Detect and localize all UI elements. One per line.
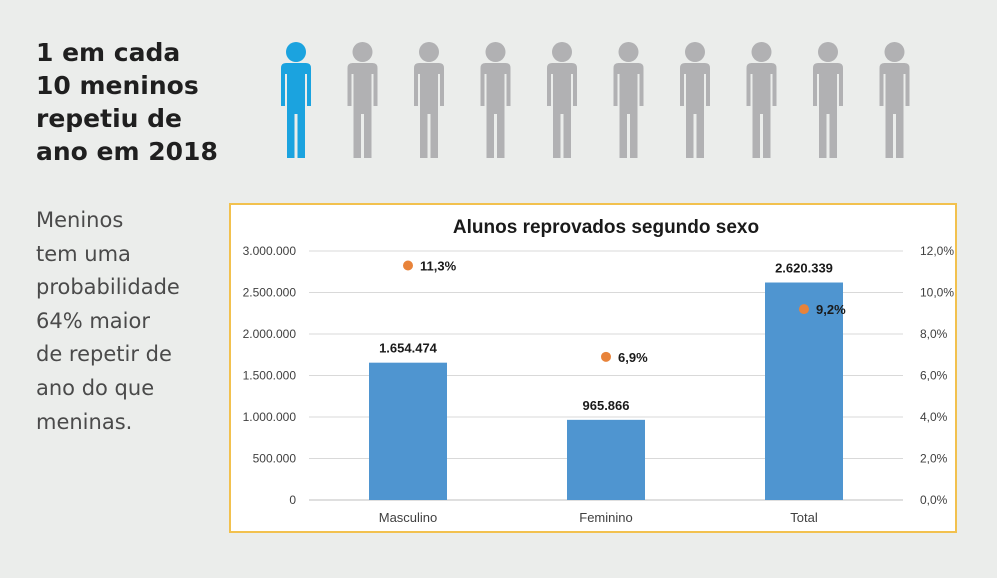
y-right-tick-label: 4,0% [920, 410, 948, 424]
headline-line: ano em 2018 [36, 137, 218, 166]
y-left-tick-label: 2.500.000 [243, 286, 297, 300]
side-text-line: probabilidade [36, 275, 180, 300]
y-right-tick-label: 12,0% [920, 244, 954, 258]
bar [369, 362, 447, 500]
y-left-tick-label: 3.000.000 [243, 244, 297, 258]
y-left-tick-label: 2.000.000 [243, 327, 297, 341]
side-text-line: de repetir de [36, 342, 172, 367]
y-right-tick-label: 10,0% [920, 286, 954, 300]
y-right-tick-label: 8,0% [920, 327, 948, 341]
person-icon [547, 42, 577, 158]
person-icon [281, 42, 311, 158]
y-right-tick-label: 6,0% [920, 369, 948, 383]
side-text-line: Meninos [36, 208, 124, 232]
person-icon [414, 42, 444, 158]
side-text-line: tem uma [36, 241, 131, 266]
side-text-line: meninas. [36, 409, 133, 434]
person-icon [813, 42, 843, 158]
headline-line: 10 meninos [36, 71, 199, 100]
side-text-line: ano do que [36, 375, 155, 400]
bar [567, 419, 645, 500]
headline-line: 1 em cada [36, 38, 181, 67]
person-icon [879, 42, 910, 158]
point-data-label: 9,2% [816, 302, 846, 317]
chart-svg: Alunos reprovados segundo sexo 0 500.000 1.… [243, 217, 955, 525]
x-tick-label: Feminino [579, 510, 632, 525]
chart-title: Alunos reprovados segundo sexo [453, 217, 759, 238]
y-left-tick-label: 1.000.000 [243, 410, 297, 424]
point [403, 260, 413, 271]
bar-data-label: 2.620.339 [775, 261, 833, 276]
point-data-label: 6,9% [618, 350, 648, 365]
headline: 1 em cada 10 meninos repetiu de ano em 2… [36, 36, 236, 168]
person-icon [480, 42, 511, 158]
person-icon [347, 42, 378, 158]
x-tick-label: Total [790, 510, 818, 525]
point-data-label: 11,3% [420, 259, 457, 274]
chart-container: Alunos reprovados segundo sexo 0 500.000 1.… [229, 203, 957, 533]
point [601, 351, 611, 362]
side-text-line: 64% maior [36, 308, 150, 333]
bar-data-label: 965.866 [583, 398, 630, 413]
x-tick-label: Masculino [379, 510, 438, 525]
headline-line: repetiu de [36, 104, 183, 133]
person-icon [613, 42, 644, 158]
people-pictogram [270, 38, 930, 166]
bar [765, 282, 843, 500]
y-left-tick-label: 500.000 [253, 452, 297, 466]
side-text: Meninos tem uma probabilidade 64% maior … [36, 204, 216, 439]
person-icon [746, 42, 777, 158]
person-icon [680, 42, 710, 158]
point [799, 304, 809, 315]
bar-data-label: 1.654.474 [379, 341, 438, 356]
people-svg [281, 42, 910, 158]
y-right-tick-label: 0,0% [920, 493, 948, 507]
y-left-tick-label: 0 [289, 493, 296, 507]
y-right-tick-label: 2,0% [920, 452, 948, 466]
y-left-tick-label: 1.500.000 [243, 369, 297, 383]
